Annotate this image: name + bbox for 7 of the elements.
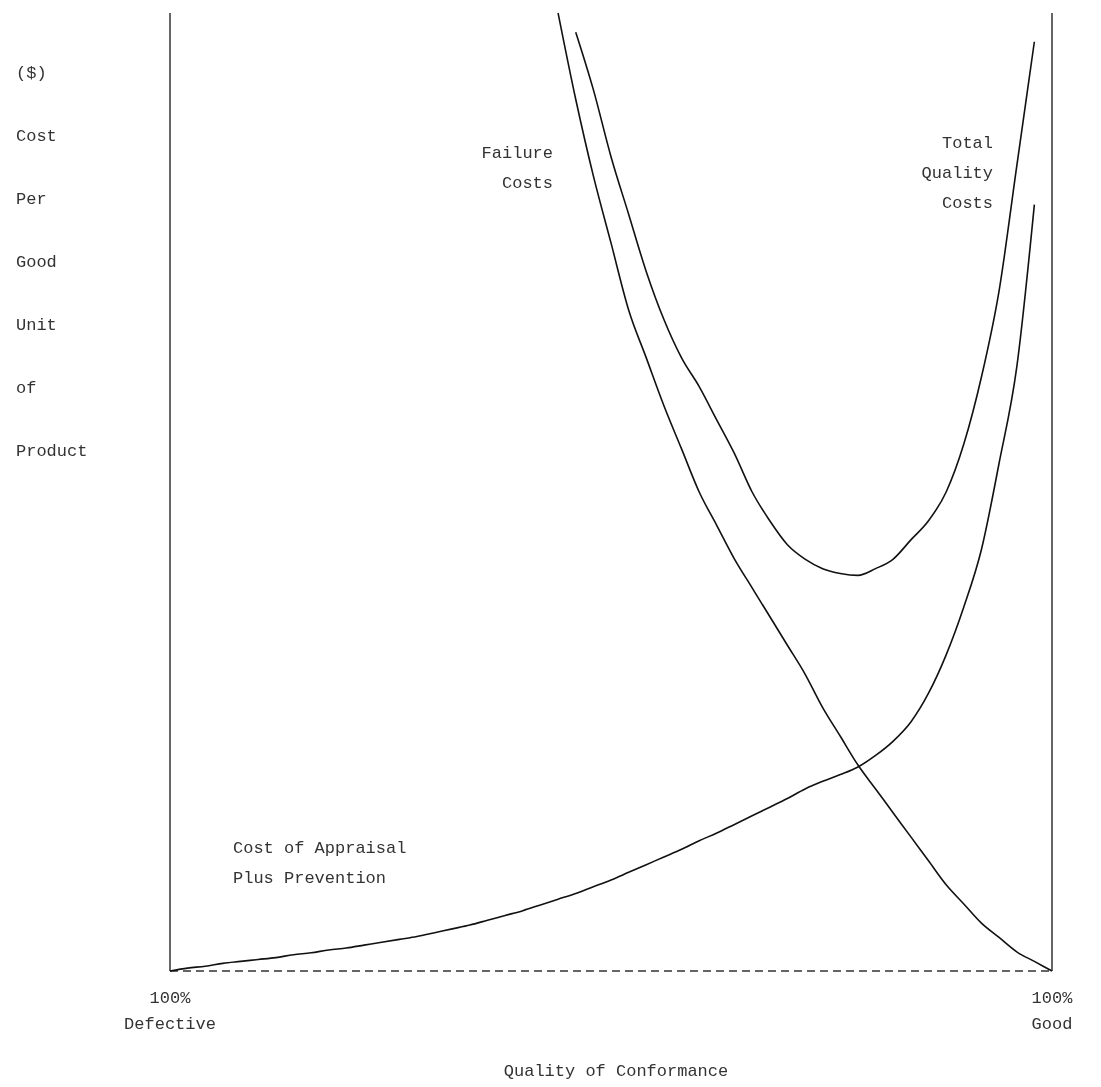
series-label: Failure Costs [481,144,553,193]
text: ($) Cost Per Good Unit of Product [16,64,88,461]
x-tick-label: 100% Defective [124,989,216,1034]
series-label: Total Quality Costs [921,134,993,213]
x-axis-title: Quality of Conformance [503,1062,729,1081]
text: Cost of Appraisal Plus Prevention [233,839,407,888]
x-tick-label: 100% Good [1031,989,1074,1034]
